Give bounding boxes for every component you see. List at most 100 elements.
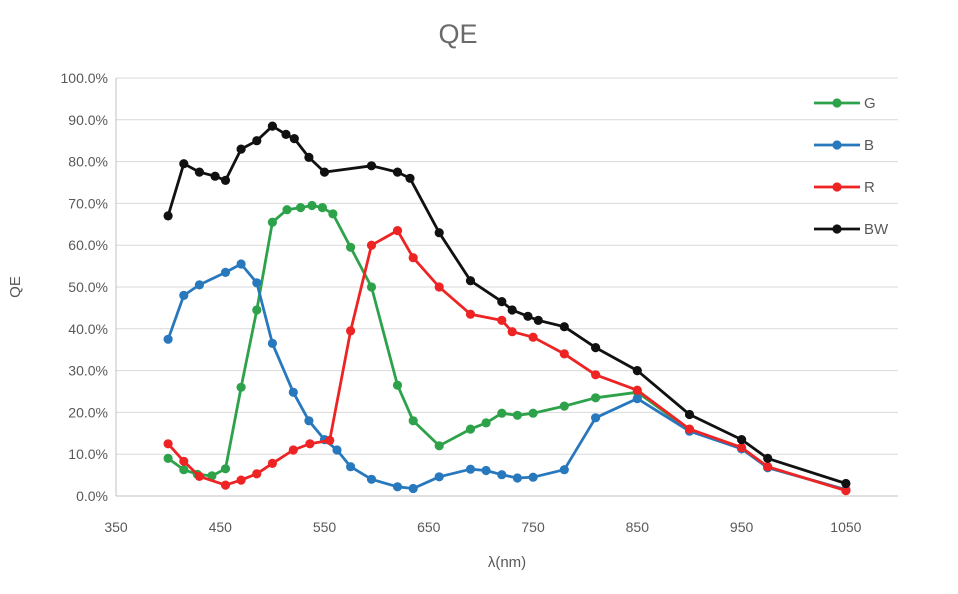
series-G-marker	[559, 401, 569, 411]
y-tick-label: 60.0%	[68, 237, 108, 253]
series-BW-marker	[179, 159, 189, 169]
legend-item-R: R	[814, 179, 875, 196]
series-BW-marker	[366, 161, 377, 171]
legend-label-G: G	[864, 95, 876, 112]
y-tick-label: 0.0%	[76, 488, 108, 504]
series-R-marker	[559, 349, 569, 359]
series-BW-marker	[684, 409, 695, 420]
series-G-marker	[465, 424, 476, 434]
chart-title: QE	[438, 19, 477, 49]
series-B-marker	[632, 394, 642, 404]
series-BW-marker	[497, 297, 507, 307]
series-BW-marker	[281, 129, 291, 139]
series-R-marker	[528, 332, 538, 342]
series-B-marker	[366, 474, 377, 484]
y-tick-label: 30.0%	[68, 363, 108, 379]
series-R-marker	[305, 439, 315, 449]
series-BW-line	[166, 124, 848, 485]
series-G-marker	[236, 382, 246, 392]
series-BW-marker	[236, 144, 246, 154]
series-G-marker	[346, 242, 356, 252]
legend-marker-R	[832, 182, 842, 192]
series-G-marker	[179, 465, 189, 475]
series-BW-marker	[392, 167, 403, 177]
series-R-marker	[267, 458, 277, 468]
x-axis-title: λ(nm)	[488, 554, 526, 571]
series-BW-marker	[533, 315, 543, 325]
y-tick-label: 10.0%	[68, 446, 108, 462]
series-G-marker	[252, 305, 262, 315]
series-BW-marker	[220, 175, 231, 185]
series-R-marker	[684, 424, 695, 434]
series-BW-marker	[523, 311, 533, 321]
series-R-marker	[737, 442, 747, 453]
series-BW-marker	[210, 171, 220, 181]
series-R-marker	[366, 240, 377, 250]
series-G-marker	[497, 408, 507, 418]
series-BW-marker	[591, 343, 601, 353]
series-G-line	[166, 204, 848, 492]
series-B-marker	[252, 278, 262, 288]
series-R-marker	[346, 326, 356, 336]
legend-item-B: B	[814, 137, 874, 154]
y-tick-label: 70.0%	[68, 195, 108, 211]
series-B-marker	[194, 280, 204, 290]
series-R-marker	[434, 282, 444, 292]
legend-label-B: B	[864, 137, 874, 154]
series-G-marker	[207, 471, 217, 481]
series-G-marker	[434, 441, 444, 451]
series-B-marker	[559, 465, 569, 475]
legend-label-BW: BW	[864, 221, 889, 238]
series-R-marker	[236, 475, 246, 485]
series-B-marker	[392, 482, 403, 492]
y-tick-label: 80.0%	[68, 154, 108, 170]
series-G-marker	[282, 205, 292, 215]
series-BW-marker	[559, 322, 569, 332]
series-G-marker	[366, 282, 377, 292]
series-G-marker	[392, 380, 403, 390]
series-B-marker	[267, 338, 277, 348]
series-R-marker	[392, 226, 403, 236]
series-B-marker	[528, 472, 538, 482]
series-G-marker	[267, 217, 277, 227]
y-axis-title: QE	[7, 276, 24, 298]
series-B-marker	[481, 465, 491, 476]
series-BW-marker	[319, 167, 330, 177]
x-tick-label: 950	[730, 519, 754, 535]
series-B-marker	[163, 334, 173, 344]
series-BW-marker	[405, 173, 415, 183]
series-B-marker	[346, 462, 356, 472]
series-B-marker	[465, 464, 476, 474]
legend-label-R: R	[864, 179, 875, 196]
series-BW-marker	[841, 478, 851, 489]
y-tick-label: 20.0%	[68, 404, 108, 420]
series-B-marker	[288, 387, 298, 397]
series-R-marker	[507, 327, 517, 337]
series-B-marker	[434, 472, 444, 482]
series-R-marker	[841, 486, 851, 496]
series-BW-marker	[252, 136, 262, 146]
series-G-marker	[481, 418, 491, 428]
series-B-line	[166, 262, 848, 492]
series-R-marker	[497, 315, 507, 325]
series-G-marker	[328, 209, 338, 219]
series-BW-marker	[632, 366, 642, 376]
legend-marker-G	[832, 98, 842, 108]
legend-item-BW: BW	[814, 221, 889, 238]
x-tick-label: 1050	[830, 519, 861, 535]
series-G-marker	[163, 453, 173, 463]
series-BW-marker	[289, 134, 299, 144]
series-BW-marker	[465, 276, 476, 286]
series-G-marker	[591, 393, 601, 403]
series-B-marker	[179, 290, 189, 300]
y-tick-label: 50.0%	[68, 279, 108, 295]
series-BW-marker	[507, 305, 517, 315]
series-B-marker	[332, 445, 342, 455]
series-R-marker	[179, 456, 189, 466]
series-B-marker	[220, 267, 231, 277]
series-R-marker	[632, 385, 642, 395]
series-B-marker	[408, 483, 418, 494]
legend-layer: G B R BW	[814, 95, 889, 238]
series-R-marker	[465, 309, 476, 319]
